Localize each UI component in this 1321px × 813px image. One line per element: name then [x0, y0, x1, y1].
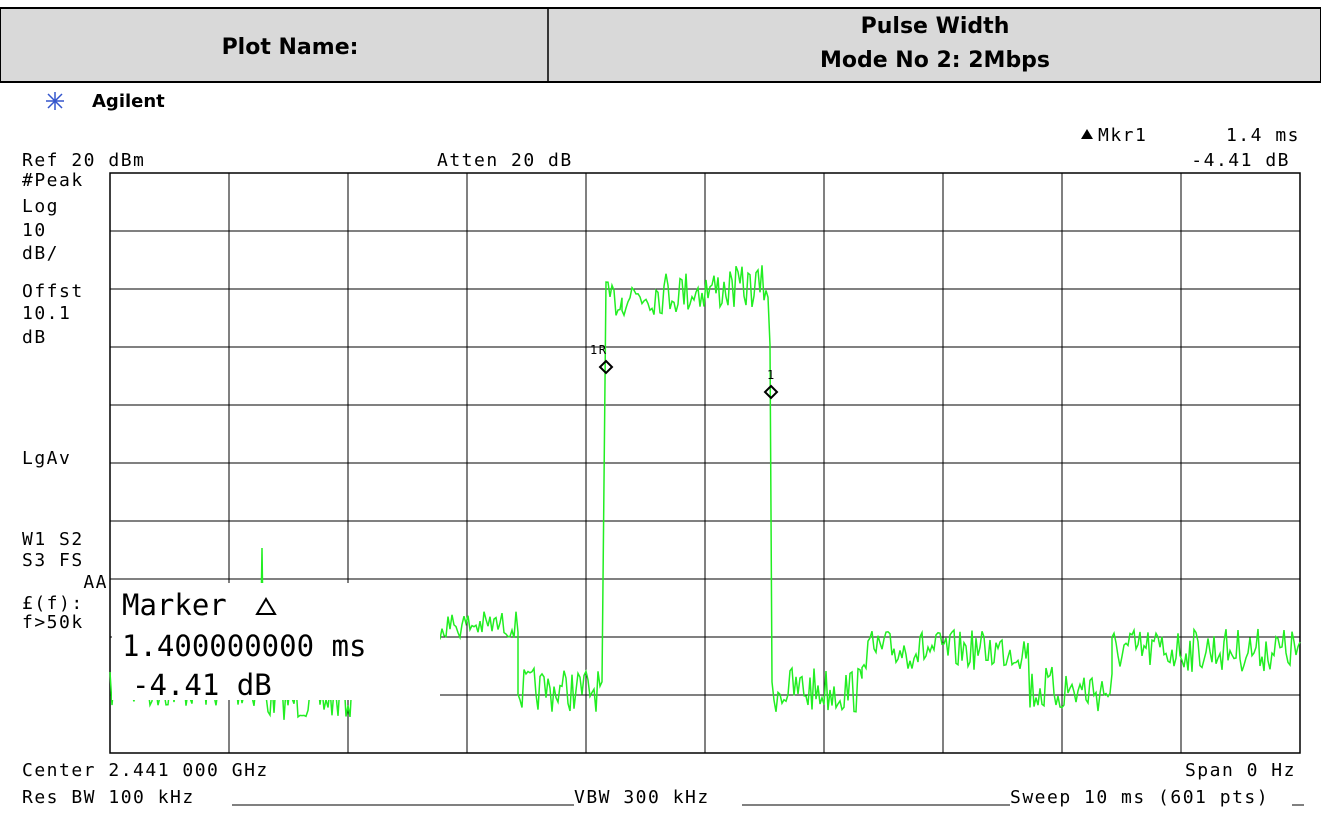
header-value: Pulse Width	[861, 14, 1010, 39]
res-bw: Res BW 100 kHz	[22, 787, 195, 808]
plot-frame	[109, 172, 1301, 754]
side-label: AA	[83, 572, 108, 593]
marker-1r	[598, 359, 614, 375]
delta-icon	[1081, 129, 1093, 139]
side-label: Log	[22, 196, 59, 217]
brand-logo	[46, 92, 64, 110]
side-label: #Peak	[22, 170, 84, 191]
side-label: Offst	[22, 281, 84, 302]
marker-time: 1.4 ms	[1226, 125, 1300, 146]
marker-tag: 1	[767, 368, 776, 382]
delta-icon	[255, 597, 277, 615]
span: Span 0 Hz	[1185, 760, 1296, 781]
side-label: S3 FS	[22, 550, 84, 571]
plot-grid	[110, 173, 1300, 753]
ref-level: Ref 20 dBm	[22, 150, 145, 171]
side-label: 10.1	[22, 303, 71, 324]
header-row	[0, 7, 1321, 83]
side-label: LgAv	[22, 448, 71, 469]
marker-box-level: -4.41 dB	[132, 668, 272, 702]
marker-level: -4.41 dB	[1191, 150, 1290, 171]
sweep: Sweep 10 ms (601 pts)	[1010, 787, 1269, 808]
marker-box-time: 1.400000000 ms	[122, 629, 366, 663]
brand: Agilent	[92, 91, 165, 112]
marker-name: Mkr1	[1098, 125, 1147, 146]
side-label: dB	[22, 327, 47, 348]
marker-1	[763, 384, 779, 400]
side-label: W1 S2	[22, 529, 84, 550]
side-label: dB/	[22, 243, 59, 264]
side-label: 10	[22, 220, 47, 241]
attenuation: Atten 20 dB	[437, 150, 573, 171]
marker-box-title: Marker	[122, 588, 227, 622]
marker-tag: 1R	[590, 343, 607, 357]
header-value: Mode No 2: 2Mbps	[820, 48, 1050, 73]
marker-box	[112, 583, 440, 700]
side-label: f>50k	[22, 612, 84, 633]
vbw: VBW 300 kHz	[574, 787, 710, 808]
center-freq: Center 2.441 000 GHz	[22, 760, 269, 781]
header-label: Plot Name:	[222, 35, 359, 60]
side-label: £(f):	[22, 593, 84, 614]
